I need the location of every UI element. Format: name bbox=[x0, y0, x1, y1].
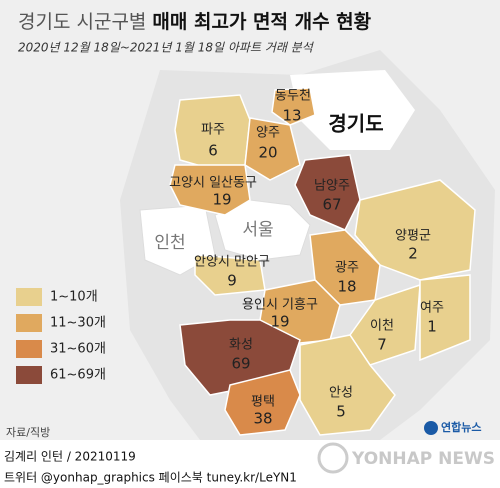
province-label: 경기도 bbox=[328, 112, 383, 136]
region-value: 38 bbox=[253, 410, 272, 428]
footer-bg bbox=[0, 440, 500, 488]
province-label-area bbox=[290, 70, 415, 150]
region-shape bbox=[299, 334, 396, 436]
legend-label: 1~10개 bbox=[50, 290, 98, 305]
subtitle: 2020년 12월 18일~2021년 1월 18일 아파트 거래 분석 bbox=[18, 41, 315, 55]
region-name: 평택 bbox=[251, 395, 275, 410]
region-name: 안양시 만안구 bbox=[194, 255, 270, 270]
region-shape bbox=[244, 117, 301, 181]
region-name: 여주 bbox=[420, 301, 444, 316]
watermark-icon bbox=[317, 442, 349, 474]
incheon-label: 인천 bbox=[154, 233, 185, 253]
legend-swatch bbox=[16, 366, 42, 384]
region-value: 69 bbox=[231, 355, 250, 373]
logo: 연합뉴스 bbox=[441, 420, 481, 434]
region-value: 2 bbox=[408, 245, 418, 263]
region-name: 남양주 bbox=[314, 179, 350, 194]
title-prefix: 경기도 시군구별 bbox=[18, 11, 146, 33]
region-value: 7 bbox=[377, 336, 387, 354]
region-value: 6 bbox=[208, 142, 218, 160]
region-shape bbox=[271, 87, 316, 126]
region-value: 19 bbox=[212, 191, 231, 209]
region-value: 20 bbox=[258, 144, 277, 162]
legend-label: 61~69개 bbox=[50, 368, 106, 383]
legend-swatch bbox=[16, 314, 42, 332]
region-shape bbox=[349, 283, 421, 366]
region-name: 광주 bbox=[335, 261, 359, 276]
title: 경기도 시군구별 매매 최고가 면적 개수 현황 bbox=[18, 10, 372, 33]
seoul-label: 서울 bbox=[242, 220, 273, 240]
region-value: 5 bbox=[336, 403, 346, 421]
region-shape bbox=[354, 179, 476, 281]
region-shape bbox=[194, 254, 266, 296]
social: 트위터 @yonhap_graphics 페이스북 tuney.kr/LeYN1 bbox=[4, 471, 297, 485]
region-value: 18 bbox=[337, 278, 356, 296]
logo-icon bbox=[424, 421, 438, 435]
region-value: 67 bbox=[322, 196, 341, 214]
legend: 1~10개 11~30개 31~60개 61~69개 bbox=[16, 288, 106, 384]
legend-label: 11~30개 bbox=[50, 316, 106, 331]
region-value: 13 bbox=[282, 107, 301, 125]
legend-swatch bbox=[16, 288, 42, 306]
credit: 김계리 인턴 / 20210119 bbox=[4, 450, 136, 464]
region-name: 동두천 bbox=[275, 89, 311, 104]
region-name: 파주 bbox=[201, 123, 225, 138]
region-name: 이천 bbox=[370, 319, 394, 334]
region-name: 양평군 bbox=[395, 229, 431, 244]
region-name: 양주 bbox=[256, 126, 280, 141]
watermark: YONHAP NEWS bbox=[351, 449, 495, 469]
region-value: 9 bbox=[227, 272, 237, 290]
region-name: 화성 bbox=[229, 338, 253, 353]
region-shape bbox=[169, 164, 251, 216]
legend-label: 31~60개 bbox=[50, 342, 106, 357]
source: 자료/직방 bbox=[6, 426, 50, 439]
region-name: 고양시 일산동구 bbox=[169, 176, 257, 191]
seoul-shape bbox=[214, 199, 311, 261]
region-name: 안성 bbox=[329, 386, 353, 401]
region-name: 용인시 기흥구 bbox=[242, 298, 318, 313]
region-shape bbox=[224, 369, 301, 436]
region-shape bbox=[419, 274, 471, 362]
title-main: 매매 최고가 면적 개수 현황 bbox=[152, 10, 371, 33]
region-value: 19 bbox=[270, 313, 289, 331]
legend-swatch bbox=[16, 340, 42, 358]
region-value: 1 bbox=[427, 318, 437, 336]
